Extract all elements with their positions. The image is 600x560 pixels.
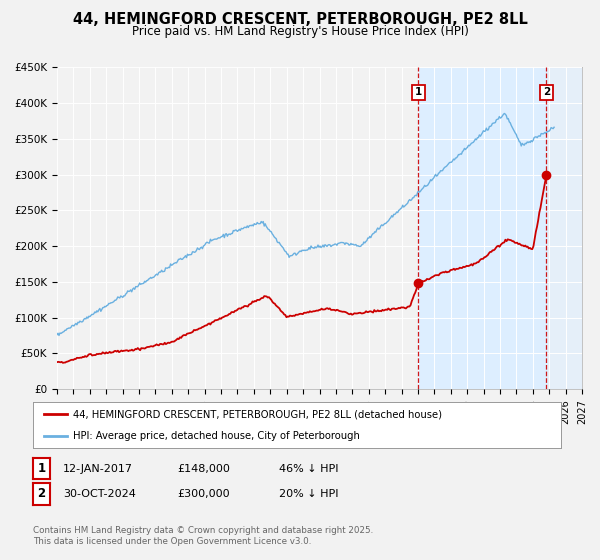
Text: £300,000: £300,000 xyxy=(177,489,230,499)
Text: £148,000: £148,000 xyxy=(177,464,230,474)
Text: Price paid vs. HM Land Registry's House Price Index (HPI): Price paid vs. HM Land Registry's House … xyxy=(131,25,469,38)
Text: 44, HEMINGFORD CRESCENT, PETERBOROUGH, PE2 8LL: 44, HEMINGFORD CRESCENT, PETERBOROUGH, P… xyxy=(73,12,527,27)
Text: 20% ↓ HPI: 20% ↓ HPI xyxy=(279,489,338,499)
Bar xyxy=(547,67,582,389)
Text: Contains HM Land Registry data © Crown copyright and database right 2025.
This d: Contains HM Land Registry data © Crown c… xyxy=(33,526,373,546)
Text: 2: 2 xyxy=(37,487,46,501)
Text: 30-OCT-2024: 30-OCT-2024 xyxy=(63,489,136,499)
Text: 44, HEMINGFORD CRESCENT, PETERBOROUGH, PE2 8LL (detached house): 44, HEMINGFORD CRESCENT, PETERBOROUGH, P… xyxy=(73,409,442,419)
Text: 12-JAN-2017: 12-JAN-2017 xyxy=(63,464,133,474)
Bar xyxy=(418,67,547,389)
Text: 1: 1 xyxy=(37,462,46,475)
Text: HPI: Average price, detached house, City of Peterborough: HPI: Average price, detached house, City… xyxy=(73,431,359,441)
Text: 1: 1 xyxy=(415,87,422,97)
Text: 2: 2 xyxy=(543,87,550,97)
Text: 46% ↓ HPI: 46% ↓ HPI xyxy=(279,464,338,474)
